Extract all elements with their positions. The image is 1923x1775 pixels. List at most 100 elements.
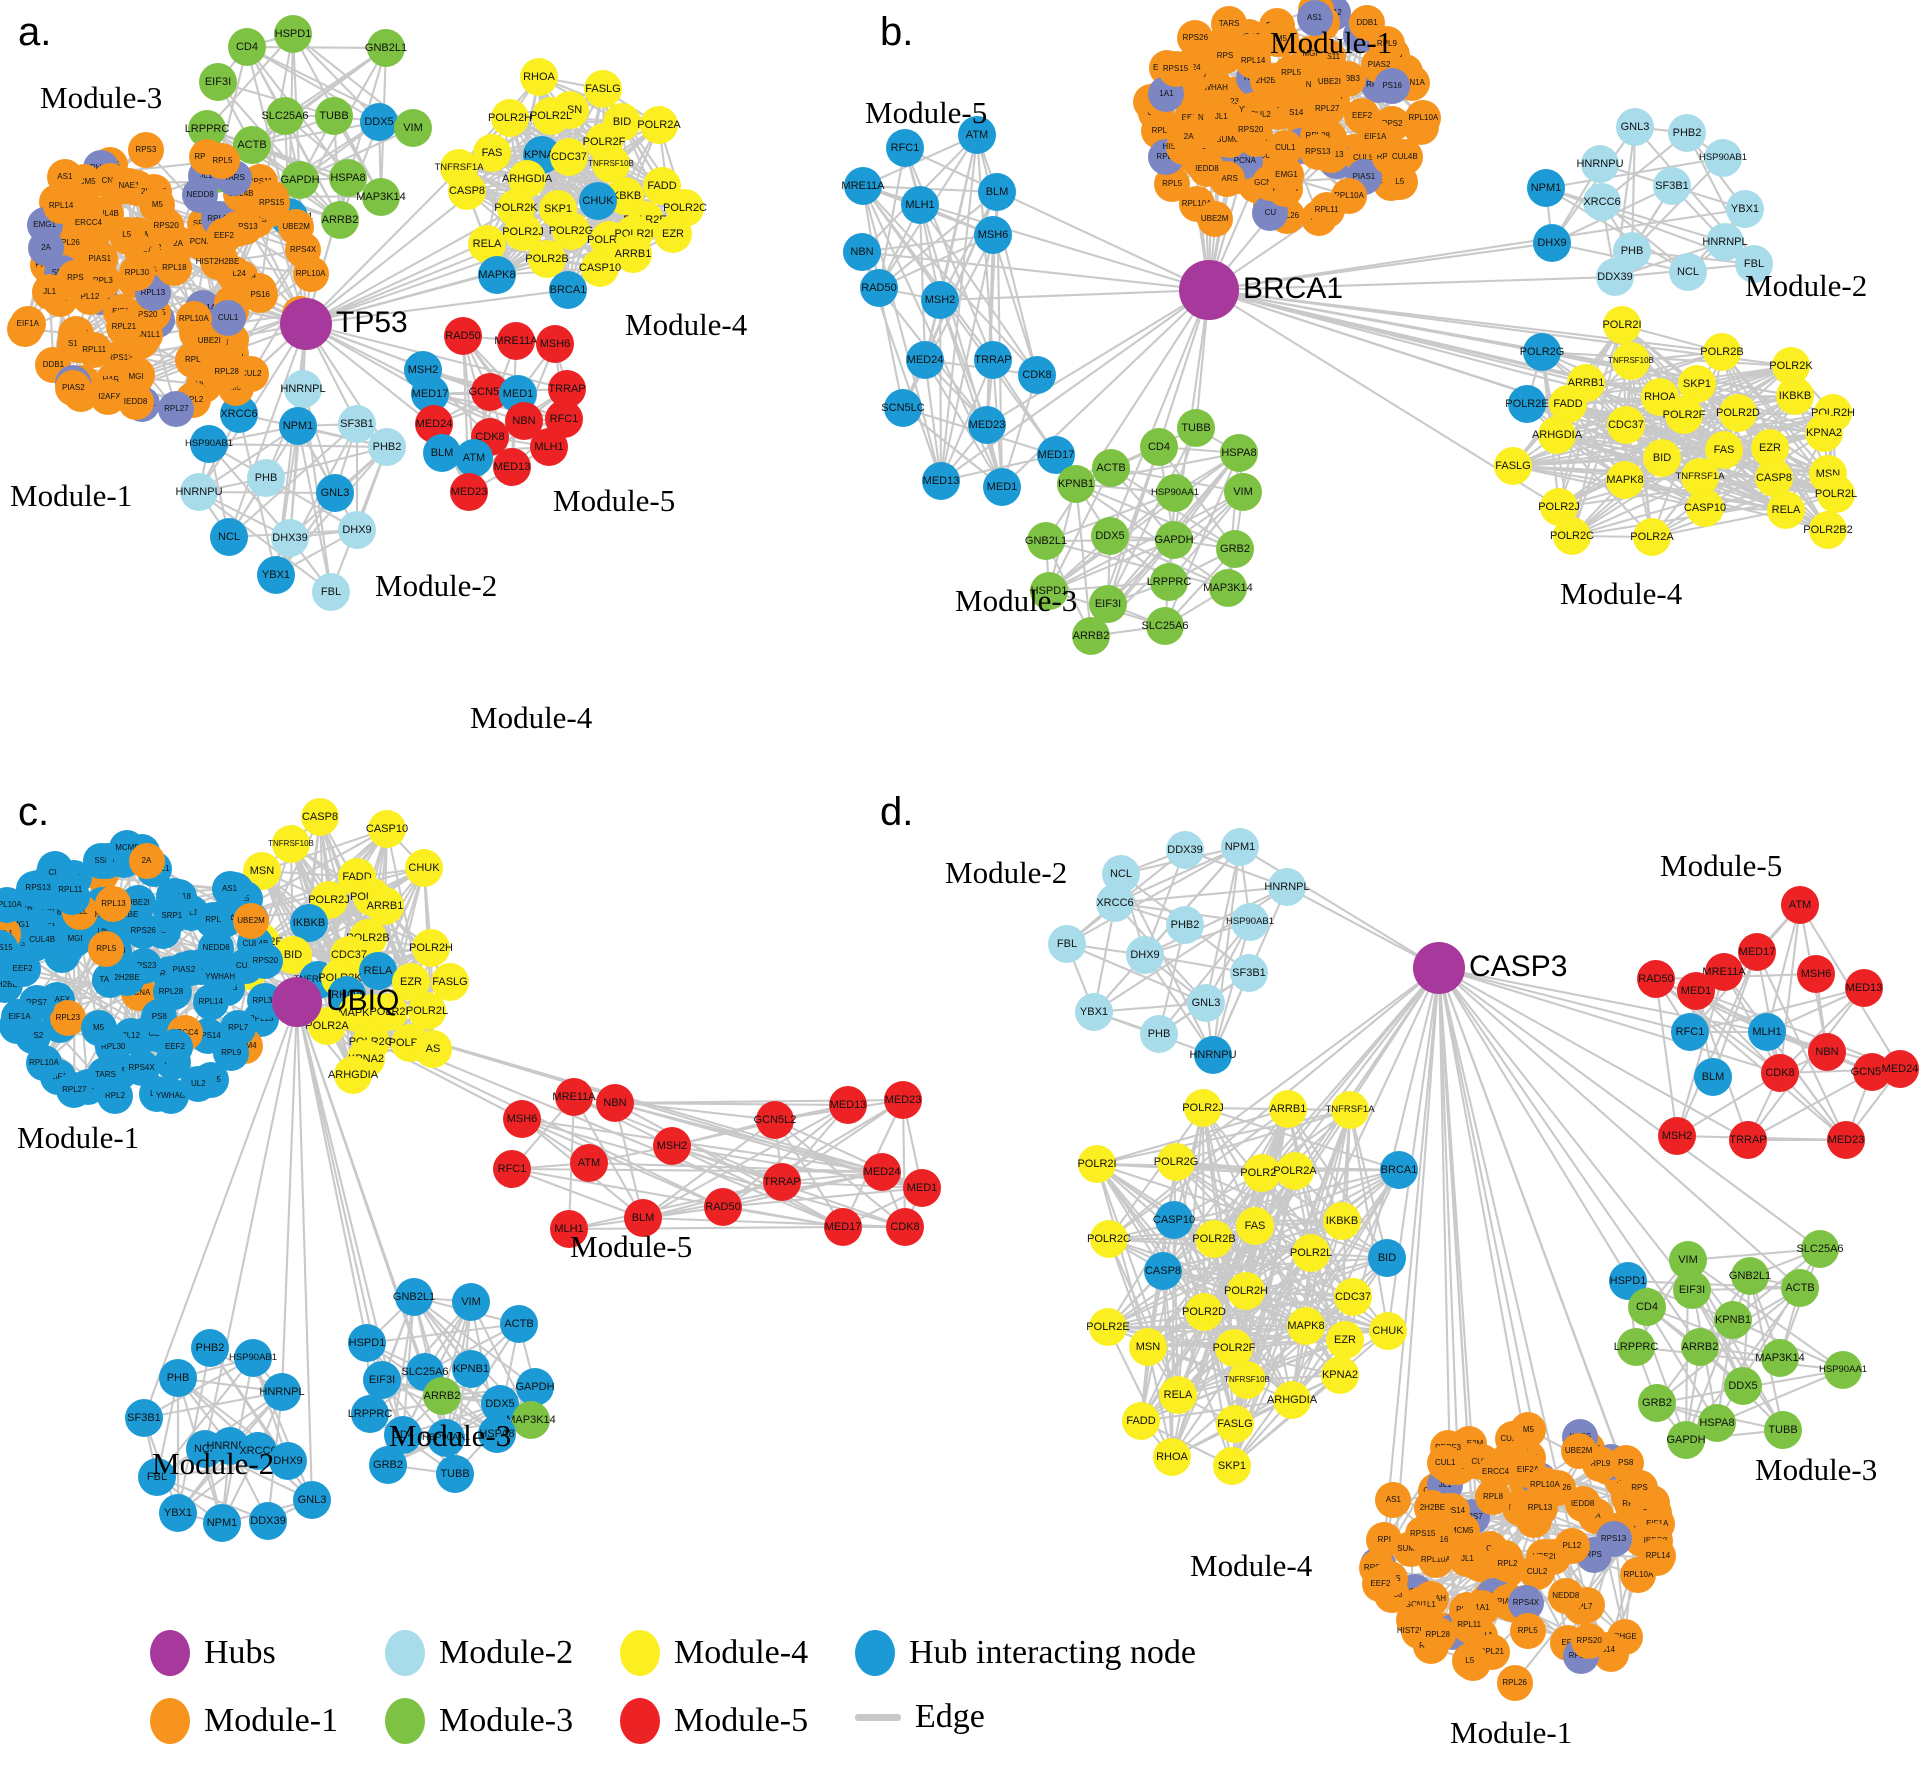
network-node[interactable]: POLR2B — [1700, 333, 1744, 371]
network-node[interactable]: HSP90AB1 — [229, 1339, 277, 1377]
network-node-module1[interactable]: RPL21 — [105, 309, 142, 346]
network-node[interactable]: KPNA2 — [1805, 414, 1843, 452]
network-node[interactable]: HSPA8 — [1220, 434, 1258, 472]
network-node[interactable]: POLR2L — [530, 97, 572, 135]
network-node[interactable]: HSPA8 — [329, 159, 367, 197]
network-node[interactable]: BLM — [978, 173, 1016, 211]
network-node[interactable]: MAPK8 — [1606, 461, 1644, 499]
network-node[interactable]: PHB — [159, 1359, 197, 1397]
network-node[interactable]: POLR2H — [1224, 1272, 1268, 1310]
network-node[interactable]: NPM1 — [203, 1504, 241, 1542]
network-node[interactable]: GAPDH — [1666, 1421, 1706, 1459]
network-node[interactable]: TUBB — [1764, 1411, 1802, 1449]
network-node[interactable]: GRB2 — [1638, 1384, 1676, 1422]
network-node[interactable]: RELA — [1767, 491, 1805, 529]
network-node[interactable]: HSP90AB1 — [1699, 139, 1747, 177]
network-node[interactable]: CD4 — [1628, 1288, 1666, 1326]
network-node[interactable]: CHUK — [1369, 1312, 1407, 1350]
network-node[interactable]: YBX1 — [1726, 190, 1764, 228]
network-node[interactable]: MAP3K14 — [1755, 1339, 1805, 1377]
network-node-module1[interactable]: UBE2M — [233, 902, 270, 939]
network-node[interactable]: HSP90AA1 — [1151, 474, 1199, 512]
network-node-module1[interactable]: RPL26 — [1496, 1664, 1533, 1701]
network-node[interactable]: CDC37 — [1607, 406, 1645, 444]
network-node-module1[interactable]: RPL14 — [43, 187, 80, 224]
network-node[interactable]: FADD — [1122, 1402, 1160, 1440]
network-node-module1[interactable]: RPS20 — [1232, 112, 1269, 149]
network-node[interactable]: TRRAP — [763, 1163, 801, 1201]
network-node[interactable]: GAPDH — [1154, 521, 1194, 559]
network-node[interactable]: CASP8 — [301, 798, 339, 836]
network-node-module1[interactable]: RPL10A — [25, 1045, 62, 1082]
network-node-module1[interactable]: RPS15 — [1157, 51, 1194, 88]
network-node[interactable]: GNL3 — [1616, 108, 1654, 146]
network-node[interactable]: SLC25A6 — [1141, 607, 1189, 645]
network-node[interactable]: CASP10 — [579, 249, 621, 287]
network-node[interactable]: MED13 — [829, 1086, 867, 1124]
hub-node-tp53[interactable] — [280, 298, 332, 350]
network-node[interactable]: GNB2L1 — [393, 1278, 435, 1316]
network-node[interactable]: POLR2A — [1630, 518, 1674, 556]
network-node[interactable]: LRPPRC — [1614, 1328, 1658, 1366]
network-node-module1[interactable]: M5 — [80, 1009, 117, 1046]
network-node[interactable]: ARHGDIA — [328, 1056, 378, 1094]
network-node[interactable]: ACTB — [1092, 449, 1130, 487]
network-node-module1[interactable]: L5 — [108, 217, 145, 254]
network-node[interactable]: MED24 — [863, 1153, 901, 1191]
network-node[interactable]: TNFRSF1A — [1325, 1091, 1375, 1129]
network-node[interactable]: HSPD1 — [274, 15, 312, 53]
network-node-module1[interactable]: 2A — [27, 229, 64, 266]
network-node[interactable]: SCN5LC — [881, 389, 925, 427]
network-node[interactable]: ARRB2 — [1681, 1328, 1719, 1366]
network-node-module1[interactable]: IEDD8 — [117, 383, 154, 420]
network-node[interactable]: MLH1 — [1748, 1013, 1786, 1051]
network-node-module1[interactable]: UBE2M — [1560, 1433, 1597, 1470]
network-node[interactable]: ARHGDIA — [1267, 1381, 1317, 1419]
network-node[interactable]: VIM — [1224, 473, 1262, 511]
network-node[interactable]: ACTB — [500, 1305, 538, 1343]
network-node-module1[interactable]: RPS — [57, 259, 94, 296]
network-node[interactable]: NPM1 — [1221, 828, 1259, 866]
network-node[interactable]: MED24 — [1881, 1050, 1919, 1088]
network-node[interactable]: VIM — [394, 109, 432, 147]
network-node[interactable]: MED24 — [906, 341, 944, 379]
network-node-module1[interactable]: RPL28 — [208, 354, 245, 391]
network-node[interactable]: EIF3I — [1673, 1271, 1711, 1309]
network-node[interactable]: SF3B1 — [125, 1399, 163, 1437]
network-node[interactable]: DDX5 — [1724, 1367, 1762, 1405]
network-node[interactable]: POLR2F — [1663, 396, 1705, 434]
network-node[interactable]: MSN — [1129, 1328, 1167, 1366]
network-node-module1[interactable]: RPS20 — [148, 207, 185, 244]
network-node[interactable]: ATM — [570, 1144, 608, 1182]
network-node[interactable]: RAD50 — [860, 269, 898, 307]
network-node[interactable]: MAP3K14 — [1203, 569, 1253, 607]
network-node[interactable]: LRPPRC — [1147, 563, 1191, 601]
network-node[interactable]: MED13 — [1845, 969, 1883, 1007]
network-node[interactable]: NPM1 — [279, 407, 317, 445]
network-node[interactable]: FASLG — [1494, 447, 1532, 485]
network-node[interactable]: FAS — [473, 134, 511, 172]
network-node[interactable]: POLR2B — [1192, 1220, 1236, 1258]
network-node[interactable]: TUBB — [315, 97, 353, 135]
network-node-module1[interactable]: RPL28 — [152, 974, 189, 1011]
network-node-module1[interactable]: RPL30 — [118, 254, 155, 291]
network-node[interactable]: NCL — [210, 518, 248, 556]
network-node[interactable]: RFC1 — [886, 129, 924, 167]
network-node[interactable]: KPNB1 — [452, 1350, 490, 1388]
network-node[interactable]: ATM — [455, 439, 493, 477]
network-node[interactable]: MED17 — [1738, 933, 1776, 971]
network-node[interactable]: POLR2E — [1086, 1308, 1130, 1346]
network-node[interactable]: POLR2G — [1520, 333, 1564, 371]
network-node[interactable]: CASP8 — [448, 172, 486, 210]
network-node[interactable]: SLC25A6 — [1796, 1230, 1844, 1268]
network-node[interactable]: GRB2 — [1216, 530, 1254, 568]
network-node-module1[interactable]: IEDD8 — [1188, 151, 1225, 188]
hub-node-casp3[interactable] — [1413, 942, 1465, 994]
network-node-module1[interactable]: RPL14 — [1639, 1538, 1676, 1575]
network-node-module1[interactable]: RPL10A — [175, 301, 212, 337]
network-node[interactable]: POLR2I — [1602, 306, 1642, 344]
network-node[interactable]: BID — [1643, 439, 1681, 477]
network-node-module1[interactable]: RPL5 — [1509, 1612, 1546, 1649]
network-node-module1[interactable]: RPS4X — [123, 1050, 160, 1087]
network-node[interactable]: RHOA — [1153, 1438, 1191, 1476]
